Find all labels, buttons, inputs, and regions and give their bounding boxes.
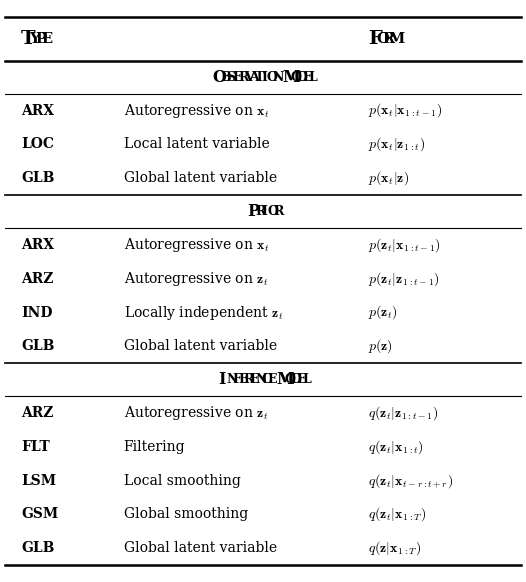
- Text: E: E: [238, 373, 248, 386]
- Text: S: S: [226, 70, 236, 84]
- Text: E: E: [267, 373, 277, 386]
- Text: F: F: [232, 373, 241, 386]
- Text: L: L: [302, 373, 311, 386]
- Text: N: N: [273, 70, 284, 84]
- Text: E: E: [232, 70, 242, 84]
- Text: ARZ: ARZ: [21, 406, 54, 420]
- Text: E: E: [297, 373, 306, 386]
- Text: M: M: [277, 371, 294, 388]
- Text: FLT: FLT: [21, 440, 50, 454]
- Text: R: R: [238, 70, 248, 84]
- Text: $p(\mathbf{x}_t|\mathbf{x}_{1:t-1})$: $p(\mathbf{x}_t|\mathbf{x}_{1:t-1})$: [368, 102, 442, 119]
- Text: GSM: GSM: [21, 508, 58, 521]
- Text: ARX: ARX: [21, 104, 54, 118]
- Text: I: I: [261, 70, 267, 84]
- Text: L: L: [308, 70, 317, 84]
- Text: R: R: [256, 205, 266, 218]
- Text: Global latent variable: Global latent variable: [124, 339, 277, 353]
- Text: O: O: [267, 205, 278, 218]
- Text: $q(\mathbf{z}_t|\mathbf{x}_{t-r:t+r})$: $q(\mathbf{z}_t|\mathbf{x}_{t-r:t+r})$: [368, 472, 453, 489]
- Text: $q(\mathbf{z}|\mathbf{x}_{1:T})$: $q(\mathbf{z}|\mathbf{x}_{1:T})$: [368, 540, 421, 557]
- Text: V: V: [244, 70, 254, 84]
- Text: $q(\mathbf{z}_t|\mathbf{x}_{1:T})$: $q(\mathbf{z}_t|\mathbf{x}_{1:T})$: [368, 506, 426, 523]
- Text: F: F: [368, 30, 382, 48]
- Text: E: E: [41, 32, 52, 46]
- Text: R: R: [244, 373, 254, 386]
- Text: R: R: [273, 205, 284, 218]
- Text: Autoregressive on $\mathbf{x}_t$: Autoregressive on $\mathbf{x}_t$: [124, 102, 269, 119]
- Text: M: M: [282, 69, 300, 86]
- Text: T: T: [21, 30, 36, 48]
- Text: Y: Y: [29, 32, 40, 46]
- Text: I: I: [218, 371, 226, 388]
- Text: C: C: [261, 373, 271, 386]
- Text: O: O: [291, 70, 301, 84]
- Text: Global smoothing: Global smoothing: [124, 508, 248, 521]
- Text: O: O: [267, 70, 278, 84]
- Text: LOC: LOC: [21, 137, 54, 151]
- Text: P: P: [247, 203, 259, 220]
- Text: ARZ: ARZ: [21, 272, 54, 286]
- Text: T: T: [256, 70, 265, 84]
- Text: ARX: ARX: [21, 238, 54, 252]
- Text: N: N: [226, 373, 238, 386]
- Text: Global latent variable: Global latent variable: [124, 541, 277, 555]
- Text: A: A: [250, 70, 259, 84]
- Text: Autoregressive on $\mathbf{x}_t$: Autoregressive on $\mathbf{x}_t$: [124, 236, 269, 254]
- Text: N: N: [256, 373, 267, 386]
- Text: I: I: [261, 205, 267, 218]
- Text: IND: IND: [21, 306, 53, 320]
- Text: B: B: [221, 70, 231, 84]
- Text: $p(\mathbf{z}_t|\mathbf{z}_{1:t-1})$: $p(\mathbf{z}_t|\mathbf{z}_{1:t-1})$: [368, 270, 440, 288]
- Text: LSM: LSM: [21, 474, 56, 488]
- Text: $p(\mathbf{z})$: $p(\mathbf{z})$: [368, 338, 393, 355]
- Text: Autoregressive on $\mathbf{z}_t$: Autoregressive on $\mathbf{z}_t$: [124, 404, 268, 422]
- Text: Global latent variable: Global latent variable: [124, 171, 277, 185]
- Text: O: O: [377, 32, 389, 46]
- Text: D: D: [297, 70, 307, 84]
- Text: $q(\mathbf{z}_t|\mathbf{x}_{1:t})$: $q(\mathbf{z}_t|\mathbf{x}_{1:t})$: [368, 438, 424, 456]
- Text: GLB: GLB: [21, 339, 54, 353]
- Text: R: R: [382, 32, 394, 46]
- Text: $p(\mathbf{x}_t|\mathbf{z}_{1:t})$: $p(\mathbf{x}_t|\mathbf{z}_{1:t})$: [368, 136, 426, 153]
- Text: Locally independent $\mathbf{z}_t$: Locally independent $\mathbf{z}_t$: [124, 304, 283, 321]
- Text: E: E: [302, 70, 312, 84]
- Text: GLB: GLB: [21, 541, 54, 555]
- Text: O: O: [212, 69, 226, 86]
- Text: Filtering: Filtering: [124, 440, 185, 454]
- Text: M: M: [388, 32, 404, 46]
- Text: E: E: [250, 373, 259, 386]
- Text: $p(\mathbf{z}_t|\mathbf{x}_{1:t-1})$: $p(\mathbf{z}_t|\mathbf{x}_{1:t-1})$: [368, 236, 441, 254]
- Text: Local latent variable: Local latent variable: [124, 137, 269, 151]
- Text: O: O: [285, 373, 296, 386]
- Text: Autoregressive on $\mathbf{z}_t$: Autoregressive on $\mathbf{z}_t$: [124, 270, 268, 288]
- Text: $p(\mathbf{z}_t)$: $p(\mathbf{z}_t)$: [368, 304, 398, 321]
- Text: Local smoothing: Local smoothing: [124, 474, 240, 488]
- Text: P: P: [35, 32, 46, 46]
- Text: D: D: [291, 373, 301, 386]
- Text: $p(\mathbf{x}_t|\mathbf{z})$: $p(\mathbf{x}_t|\mathbf{z})$: [368, 169, 409, 187]
- Text: GLB: GLB: [21, 171, 54, 185]
- Text: $q(\mathbf{z}_t|\mathbf{z}_{1:t-1})$: $q(\mathbf{z}_t|\mathbf{z}_{1:t-1})$: [368, 404, 439, 422]
